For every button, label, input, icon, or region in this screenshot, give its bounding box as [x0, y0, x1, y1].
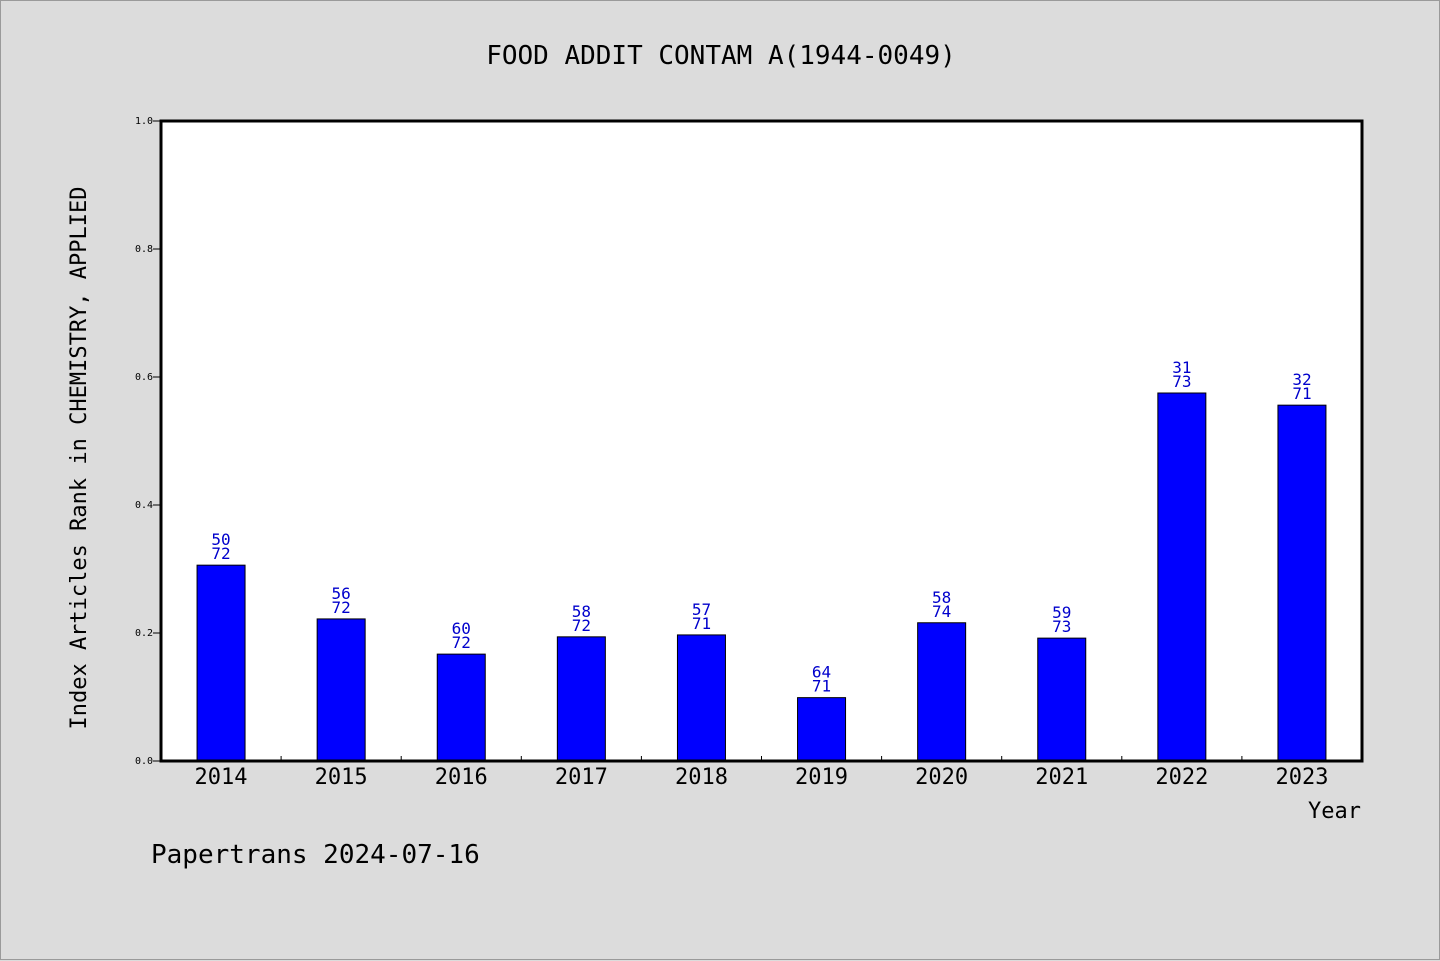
- bar-total-label-2021: 73: [1052, 617, 1071, 636]
- chart-title: FOOD ADDIT CONTAM A(1944-0049): [486, 41, 956, 71]
- y-tick-label-1.0: 1.0: [135, 116, 153, 127]
- x-tick-label-2021: 2021: [1035, 765, 1088, 790]
- bar-rank-label-2014: 50: [211, 530, 230, 549]
- bar-2021: [1037, 637, 1087, 762]
- bars-group: [196, 392, 1327, 762]
- x-tick-label-2018: 2018: [675, 765, 728, 790]
- y-tick-label-0.0: 0.0: [135, 756, 153, 767]
- x-tick-label-2020: 2020: [915, 765, 968, 790]
- bar-rank-label-2016: 60: [452, 619, 471, 638]
- bar-rank-label-2020: 58: [932, 588, 951, 607]
- bar-rank-label-2021: 59: [1052, 603, 1071, 622]
- bar-2023: [1277, 404, 1327, 762]
- bar-2020: [917, 622, 967, 762]
- x-tick-label-2022: 2022: [1155, 765, 1208, 790]
- x-tick-label-2016: 2016: [435, 765, 488, 790]
- bar-total-label-2023: 71: [1292, 384, 1311, 403]
- bar-2017: [556, 636, 606, 762]
- bar-total-label-2015: 72: [332, 598, 351, 617]
- y-axis-ticks: 0.0 0.2 0.4 0.6 0.8 1.0: [135, 116, 161, 767]
- y-tick-label-0.8: 0.8: [135, 244, 153, 255]
- bar-total-label-2016: 72: [452, 633, 471, 652]
- bar-2015: [316, 618, 366, 762]
- bar-2016: [436, 653, 486, 762]
- bar-2018: [676, 634, 726, 762]
- bar-total-label-2018: 71: [692, 614, 711, 633]
- bar-rank-label-2018: 57: [692, 600, 711, 619]
- bar-rank-label-2017: 58: [572, 602, 591, 621]
- bar-total-label-2017: 72: [572, 616, 591, 635]
- bar-2014: [196, 564, 246, 762]
- y-tick-label-0.4: 0.4: [135, 500, 153, 511]
- bar-rank-label-2019: 64: [812, 663, 831, 682]
- y-tick-label-0.6: 0.6: [135, 372, 153, 383]
- bar-total-label-2014: 72: [211, 544, 230, 563]
- x-axis-label: Year: [1308, 799, 1361, 824]
- bar-2019: [797, 697, 847, 762]
- bar-total-label-2020: 74: [932, 602, 951, 621]
- x-tick-label-2023: 2023: [1275, 765, 1328, 790]
- x-tick-label-2019: 2019: [795, 765, 848, 790]
- bar-rank-label-2015: 56: [332, 584, 351, 603]
- x-tick-label-2015: 2015: [315, 765, 368, 790]
- footer-credit: Papertrans 2024-07-16: [151, 840, 480, 870]
- x-tick-label-2014: 2014: [195, 765, 248, 790]
- bar-rank-label-2023: 32: [1292, 370, 1311, 389]
- bar-2022: [1157, 392, 1207, 762]
- y-axis-label: Index Articles Rank in CHEMISTRY, APPLIE…: [67, 186, 92, 729]
- bar-total-label-2022: 73: [1172, 372, 1191, 391]
- y-tick-label-0.2: 0.2: [135, 628, 153, 639]
- bar-total-label-2019: 71: [812, 677, 831, 696]
- bar-rank-label-2022: 31: [1172, 358, 1191, 377]
- x-tick-label-2017: 2017: [555, 765, 608, 790]
- x-axis-ticks: 2014 2015 2016 2017 2018 2019 2020 2021 2022 2023: [195, 756, 1328, 790]
